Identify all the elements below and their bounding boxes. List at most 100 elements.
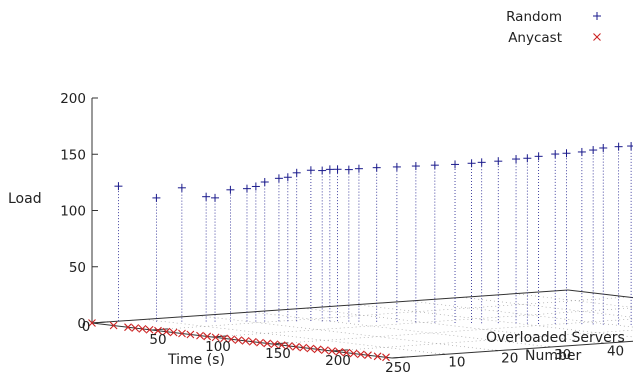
z-tick-label: 150 (60, 147, 86, 163)
point-random (344, 165, 353, 174)
z-tick-label: 200 (60, 91, 86, 107)
point-anycast (349, 349, 358, 358)
x-tick-mark (391, 356, 408, 359)
axes (91, 97, 633, 359)
point-anycast (162, 327, 171, 336)
point-random (451, 160, 460, 169)
impulse-lines (118, 146, 632, 325)
y-tick-label: 20 (501, 351, 518, 367)
x-tick-label: 0 (82, 319, 91, 335)
point-random (534, 152, 543, 161)
point-anycast (109, 321, 118, 330)
point-random (551, 150, 560, 159)
legend-marker-anycast (593, 33, 601, 41)
point-anycast (364, 351, 372, 360)
tick-labels: 0501001502000501001502002501020304050607… (60, 91, 624, 376)
point-random (372, 163, 381, 172)
point-random (242, 184, 251, 193)
point-random (152, 193, 161, 202)
legend-marker-random (593, 12, 601, 20)
data-marks (88, 142, 633, 362)
point-anycast (299, 343, 308, 352)
point-anycast (328, 347, 336, 355)
y-tick-label: 10 (448, 354, 465, 370)
legend-label-random: Random (506, 9, 562, 25)
z-tick-label: 50 (69, 260, 86, 276)
point-random (251, 182, 260, 191)
point-random (562, 149, 571, 158)
x-tick-label: 200 (325, 353, 351, 369)
y-tick-label: 30 (554, 347, 571, 363)
point-anycast (342, 348, 351, 357)
point-anycast (292, 342, 300, 351)
point-random (306, 166, 315, 175)
point-anycast (138, 324, 147, 333)
point-anycast (196, 331, 204, 340)
point-anycast (256, 338, 264, 347)
y-axis-label-line2: Number (525, 348, 581, 364)
point-anycast (124, 323, 132, 332)
point-anycast (211, 333, 220, 342)
z-tick-label: 0 (77, 316, 86, 332)
point-anycast (88, 319, 96, 327)
point-random (430, 161, 439, 170)
y-tick-label: 40 (607, 343, 624, 359)
base-edge (91, 289, 569, 324)
point-anycast (277, 341, 286, 350)
x-tick-mark (91, 321, 108, 324)
point-random (177, 183, 186, 192)
point-anycast (270, 340, 279, 349)
point-random (226, 185, 235, 194)
point-anycast (145, 325, 154, 334)
x-tick-label: 50 (149, 332, 166, 348)
point-anycast (234, 336, 243, 344)
point-random (325, 165, 334, 174)
point-anycast (178, 329, 186, 338)
point-anycast (382, 353, 390, 362)
z-axis-label: Load (8, 191, 42, 207)
point-random (467, 159, 476, 168)
grid-line-servers (197, 315, 498, 351)
point-random (589, 146, 598, 155)
point-anycast (131, 324, 140, 332)
point-random (411, 162, 420, 171)
point-random (318, 166, 327, 175)
point-anycast (169, 328, 178, 337)
point-anycast (241, 337, 250, 345)
point-random (283, 173, 292, 182)
z-tick-label: 100 (60, 204, 86, 220)
point-random (260, 178, 269, 187)
legend-markers (593, 12, 601, 41)
grid-line-servers (515, 293, 633, 308)
point-random (274, 174, 283, 183)
point-random (392, 162, 401, 171)
point-anycast (186, 330, 195, 339)
point-anycast (356, 350, 365, 359)
x-tick-label: 150 (265, 346, 291, 362)
point-random (114, 182, 123, 191)
point-anycast (203, 332, 212, 341)
point-random (512, 155, 521, 164)
point-anycast (284, 342, 293, 350)
point-random (627, 142, 633, 151)
base-edge (391, 340, 633, 359)
point-anycast (320, 346, 329, 355)
point-anycast (263, 339, 272, 348)
point-random (577, 147, 586, 156)
point-random (292, 168, 301, 177)
point-random (614, 142, 623, 151)
point-random (354, 164, 363, 173)
x-tick-label: 250 (385, 360, 411, 376)
point-anycast (313, 345, 322, 354)
legend: Random Anycast (506, 9, 601, 46)
point-random (523, 154, 532, 163)
point-random (202, 192, 211, 201)
base-edge (567, 289, 633, 299)
x-axis-label: Time (s) (167, 352, 225, 368)
legend-label-anycast: Anycast (508, 30, 562, 46)
point-anycast (227, 335, 236, 344)
point-anycast (373, 352, 382, 361)
point-random (333, 165, 342, 174)
point-random (211, 193, 220, 202)
